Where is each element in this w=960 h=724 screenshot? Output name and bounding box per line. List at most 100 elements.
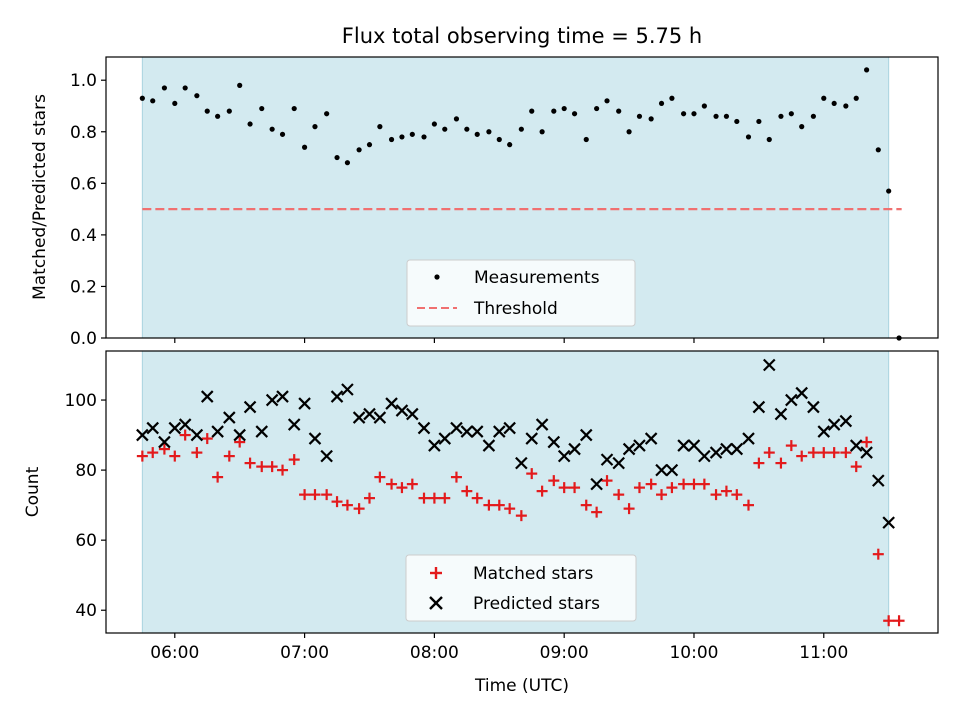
measurement-point [226,108,232,114]
matched-stars-point [309,489,321,501]
predicted-stars-point [385,397,398,410]
matched-stars-point [569,482,581,494]
measurement-point [247,121,253,127]
predicted-stars-point [860,446,873,459]
measurement-point [529,108,535,114]
matched-stars-point [828,447,840,459]
measurement-point [583,136,589,143]
predicted-stars-point [698,449,711,463]
predicted-stars-point [428,439,441,452]
matched-stars-point [526,468,538,480]
measurement-point [269,126,275,132]
matched-stars-point [191,447,203,459]
matched-stars-point [277,464,289,476]
predicted-stars-point [255,425,269,438]
matched-stars-point [471,492,483,504]
matched-stars-point [396,482,408,494]
predicted-stars-point [503,421,516,435]
matched-stars-point [623,503,635,515]
predicted-stars-point [373,411,387,424]
measurement-point [821,95,827,101]
predicted-stars-point [330,390,344,403]
measurement-point [691,111,697,117]
measurement-point [507,142,513,148]
legend-predicted-marker [429,596,443,610]
matched-stars-point [698,478,710,490]
predicted-stars-point [470,425,484,438]
measurement-point [172,100,178,107]
predicted-stars-point [849,439,863,452]
predicted-stars-point [341,383,354,396]
predicted-stars-point [287,418,301,431]
measurement-point [366,142,373,148]
predicted-stars-point [190,428,204,442]
top-y-tick-label: 0.4 [70,226,97,246]
predicted-stars-point [482,439,496,452]
predicted-stars-point [535,418,549,431]
measurement-point [539,129,545,135]
predicted-stars-point [178,418,192,431]
matched-stars-point [136,450,148,462]
measurement-point [636,113,643,119]
matched-stars-point [461,485,473,497]
predicted-stars-point [622,442,636,456]
measurement-point [324,111,330,117]
measurement-point [279,131,286,137]
top-axes-frame [105,56,939,339]
measurement-point [864,67,870,73]
matched-stars-point [374,471,386,483]
measurement-point [648,116,654,122]
predicted-stars-point [438,432,452,445]
predicted-stars-point [547,435,561,449]
predicted-stars-point [774,407,788,421]
legend-measurements-marker [434,274,440,280]
predicted-stars-point [742,432,755,445]
measurement-point [594,105,600,112]
matched-stars-point [234,436,246,448]
predicted-stars-point [709,446,723,459]
top-y-tick-label: 0.6 [70,174,97,194]
matched-stars-point [386,478,398,490]
predicted-stars-point [243,400,257,414]
matched-stars-point [591,506,603,518]
predicted-stars-point [655,463,668,477]
predicted-stars-point [515,456,528,470]
predicted-stars-point [525,432,539,445]
measurement-point [150,98,156,104]
measurement-point [799,124,805,130]
matched-stars-point [450,471,462,483]
matched-stars-point [363,492,375,504]
bottom-y-tick-label: 40 [75,601,97,621]
predicted-stars-point [136,428,149,442]
top-legend-box [406,259,636,327]
predicted-stars-point [762,358,776,372]
measurement-point [139,95,145,101]
predicted-stars-point [493,425,506,438]
predicted-stars-point [839,414,853,428]
predicted-stars-point [320,449,333,463]
predicted-stars-point [872,474,885,487]
measurement-point [756,118,762,125]
measurement-point [831,100,837,107]
matched-stars-point [785,440,797,452]
predicted-stars-point [395,404,409,417]
measurement-point [810,113,816,119]
matched-stars-point [818,447,830,459]
bottom-series-0 [136,429,905,627]
matched-stars-point [288,454,300,466]
matched-stars-point [633,482,645,494]
predicted-stars-point [677,439,690,452]
predicted-stars-point [600,453,614,466]
matched-stars-point [536,485,548,497]
matched-stars-point [256,461,268,473]
measurement-point [734,118,740,125]
predicted-stars-point [568,442,581,456]
matched-stars-point [483,499,495,511]
predicted-stars-point [298,397,311,410]
matched-stars-point [861,436,873,448]
measurement-point [301,144,308,150]
matched-stars-point [688,478,700,490]
top-y-tick-label: 0.8 [70,123,97,143]
